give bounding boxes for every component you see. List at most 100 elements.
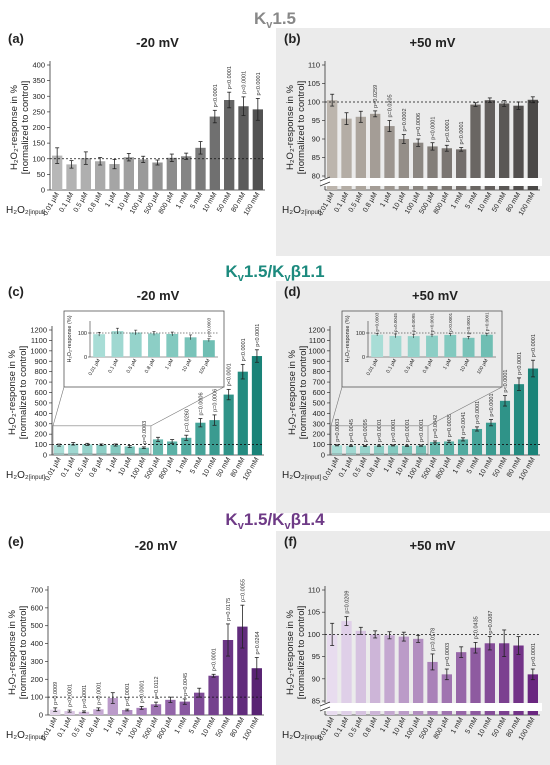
panel-a: (a) -20 mV H₂O₂-response in %[normalized t… (0, 28, 272, 256)
x-axis-label: H₂O₂[input] (6, 205, 45, 216)
y-axis-label: H₂O₂-response in %[normalized to control… (7, 606, 29, 699)
p-value-label: p<0.0001 (96, 682, 102, 705)
y-tick-label: 90 (312, 674, 320, 683)
panel-d: (d) +50 mV H₂O₂-response in %[normalized t… (276, 281, 550, 513)
p-value-label: p=0.0055 (240, 579, 246, 602)
y-tick-label: 100 (307, 98, 320, 107)
inset-p-value-label: p=0.0003 (375, 312, 380, 331)
inset-y-axis-label: H₂O₂-response (%) (345, 315, 351, 362)
y-axis-label: H₂O₂-response in %[normalized to control… (285, 606, 307, 699)
p-value-label: p=0.0006 (213, 389, 219, 412)
section-title-kv15-kvb14: Kv1.5/Kvβ1.4 (225, 510, 325, 532)
y-tick-label: 90 (312, 135, 320, 144)
bar (413, 638, 424, 715)
p-value-label: p<0.0001 (256, 72, 262, 95)
p-value-label: p<0.0001 (531, 643, 537, 666)
bar (470, 647, 481, 715)
y-axis-label: H₂O₂-response in %[normalized to control… (285, 81, 307, 174)
inset-bar (129, 332, 142, 357)
panel-c: (c) -20 mV H₂O₂-response in %[normalized t… (0, 281, 272, 513)
voltage-label: +50 mV (410, 538, 456, 553)
p-value-label: p=0.0178 (431, 628, 437, 651)
bar (527, 368, 539, 455)
inset-bar (462, 337, 475, 357)
bar (373, 445, 385, 455)
y-tick-label: 250 (32, 107, 45, 116)
bar (238, 106, 249, 190)
p-value-label: p<0.0001 (517, 352, 523, 375)
bar (181, 156, 192, 190)
bar (441, 148, 452, 190)
bar (457, 439, 469, 455)
zoom-connector (52, 386, 65, 426)
y-tick-label: 100 (312, 440, 325, 449)
bar (150, 704, 162, 715)
panel-label: (c) (8, 284, 24, 299)
bar (415, 445, 427, 455)
axis-break-mark (319, 176, 331, 182)
p-value-label: p=0.0095 (363, 419, 369, 442)
bar (427, 661, 438, 715)
panel-f: (f) +50 mV H₂O₂-response in %[normalized t… (276, 531, 550, 765)
y-tick-label: 300 (312, 419, 325, 428)
bar (52, 155, 63, 190)
x-axis-label: H₂O₂[input] (282, 730, 321, 741)
y-tick-label: 200 (32, 123, 45, 132)
bar (50, 709, 61, 715)
y-tick-label: 1000 (30, 346, 47, 355)
bar (527, 99, 538, 190)
p-value-label: p<0.0001 (489, 393, 495, 416)
bar (327, 634, 338, 715)
bar (398, 139, 409, 190)
y-tick-label: 900 (34, 357, 47, 366)
y-tick-label: 1200 (308, 326, 325, 335)
p-value-label: p=0.0087 (488, 611, 494, 634)
voltage-label: -20 mV (137, 288, 180, 303)
bar (499, 103, 510, 190)
p-value-label: p<0.0001 (82, 685, 88, 708)
inset-p-value-label: p=0.0095 (411, 313, 416, 332)
y-tick-label: 200 (34, 430, 47, 439)
y-tick-label: 800 (34, 367, 47, 376)
panel-e: (e) -20 mV H₂O₂-response in %[normalized t… (0, 531, 272, 765)
bar (429, 441, 441, 455)
p-value-label: p=0.0003 (445, 643, 451, 666)
bar (413, 142, 424, 190)
bar (194, 692, 205, 715)
p-value-label: p<0.0001 (213, 84, 219, 107)
axis-break-mark (319, 701, 331, 707)
y-tick-label: 100 (30, 693, 43, 702)
p-value-label: p<0.0001 (445, 119, 451, 142)
p-value-label: p=0.0045 (183, 673, 189, 696)
y-axis-label: H₂O₂-response in %[normalized to control… (7, 346, 29, 439)
y-tick-label: 80 (312, 172, 320, 181)
zoom-connector (330, 386, 343, 426)
p-value-label: p=0.0006 (416, 113, 422, 136)
p-value-label: p=0.0259 (373, 85, 379, 108)
inset-p-value-label: p<0.0001 (484, 312, 489, 331)
bar (195, 147, 206, 190)
bar (331, 445, 343, 455)
zoom-box (52, 425, 152, 455)
y-tick-label: 300 (30, 657, 43, 666)
y-tick-label: 700 (34, 378, 47, 387)
y-axis-label: H₂O₂-response in %[normalized to control… (287, 346, 309, 439)
bar (384, 635, 395, 715)
bar (68, 443, 79, 455)
y-tick-label: 110 (308, 586, 320, 595)
section-title-kv15: Kv1.5 (254, 9, 296, 31)
inset-bar (93, 334, 106, 357)
bar (208, 675, 219, 715)
bar (167, 441, 178, 455)
y-tick-label: 0 (43, 451, 47, 460)
bar (456, 149, 467, 190)
bar (499, 643, 510, 715)
inset-bar (407, 336, 420, 357)
y-tick-label: 400 (312, 409, 325, 418)
zoom-connector (427, 386, 503, 427)
p-value-label: p<0.0001 (241, 338, 247, 361)
bar (484, 643, 495, 715)
p-value-label: p<0.0001 (419, 419, 425, 442)
